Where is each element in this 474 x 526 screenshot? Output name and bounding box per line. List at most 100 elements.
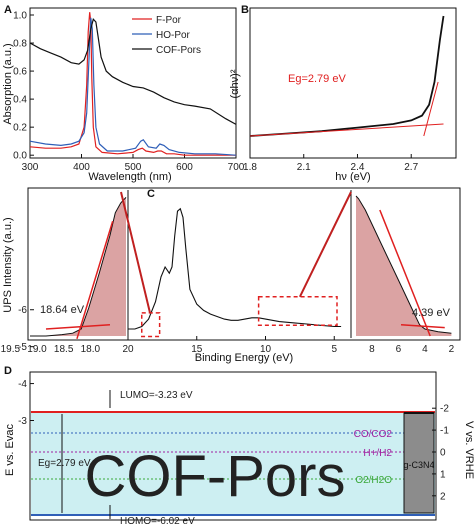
xtick-label: 300 [22,162,39,173]
panel-b-xlabel: hν (eV) [335,171,370,183]
right-tick-label: 2 [440,491,446,502]
xtick-label: 10 [260,344,272,355]
g-c3n4-label: g-C3N4 [403,460,434,470]
right-inset-fill [356,196,452,336]
left-tick-label: -6 [18,305,27,316]
right-inset-curve [355,195,452,334]
panel-c-left-inset [30,197,127,340]
xtick-label: 8 [369,344,375,355]
panel-c-xlabel: Binding Energy (eV) [195,352,293,364]
homo-label: HOMO=-6.02 eV [120,516,195,526]
xtick-label: 600 [176,162,193,173]
panel-d-ylabel-left: E vs. Evac [4,424,16,476]
xtick-label: 18.0 [81,344,101,355]
tauc-curve [249,15,445,137]
zoom-connector-right [298,191,352,298]
panel-c-left-annotation: 18.64 eV [40,304,85,316]
ytick-label: 0.6 [13,67,27,78]
left-inset-baseline [45,324,111,330]
right-inset-baseline [400,324,445,329]
panel-a-letter: A [4,4,12,16]
panel-c-right-inset [355,195,452,337]
panel-c-xticks: 19.5 19.0 18.5 18.0 20 15 10 5 8 6 4 2 [1,336,455,355]
panel-b-eg-annotation: Eg=2.79 eV [288,73,346,85]
xtick-label: 500 [125,162,142,173]
left-inset-curve [30,197,127,337]
g-c3n4-bar [403,412,435,514]
left-inset-fill [30,197,126,336]
left-tick-label: -3 [18,416,27,427]
ytick-label: 1.0 [13,11,27,22]
panel-b-series [249,15,445,137]
panel-d-letter: D [4,365,12,377]
tauc-fit-line [423,81,439,137]
xtick-label: 15 [191,344,203,355]
panel-b: B 1.8 2.1 2.4 2.7 hν (eV) (αhν)² Eg=2.79 eV [229,4,457,183]
xtick-label: 2 [449,344,455,355]
panel-c-right-annotation: 4.39 eV [412,307,451,319]
ups-spectrum-line [128,207,342,330]
material-label: COF-Pors [85,444,346,509]
xtick-label: 4 [422,344,428,355]
panel-b-frame [249,7,457,159]
xtick-label: 700 [228,162,245,173]
right-tick-label: 0 [440,448,446,459]
xtick-label: 19.0 [27,344,47,355]
xtick-label: 2.4 [351,162,365,173]
right-tick-label: -2 [440,404,449,415]
panel-c-frame [27,187,461,341]
ytick-label: 0.2 [13,123,27,134]
panel-b-ylabel: (αhν)² [229,69,241,98]
right-tick-label: -1 [440,426,449,437]
ytick-label: 0.4 [13,95,27,106]
left-tick-label: -4 [18,379,27,390]
panel-a: A 0.0 0.2 0.4 0.6 0.8 1.0 300 400 500 600 700 Wav… [2,4,245,183]
panel-a-series [29,12,237,156]
panel-c-letter: C [147,188,155,200]
eg-label: Eg=2.79 eV [38,458,91,469]
band-gap-region [31,412,435,515]
level-label-co-co2: CO/CO2 [354,429,393,440]
panel-d-ticks: -3 -4 -5 -6 -2 -1 0 1 2 [18,305,449,502]
tauc-fit-line [249,123,444,137]
right-inset-fit [379,209,431,337]
xtick-label: 2.7 [404,162,418,173]
panel-b-letter: B [241,4,249,16]
level-label-o2-h2o: O2/H2O [355,475,392,486]
panel-a-xticks: 300 400 500 600 700 [22,154,245,173]
series-line-ho-por [29,17,237,156]
zoom-box-right [257,296,338,327]
right-tick-label: 1 [440,469,446,480]
legend-label-cof-pors: COF-Pors [156,45,201,56]
xtick-label: 5 [331,344,337,355]
left-tick-label: -5 [18,342,27,353]
xtick-label: 1.8 [243,162,257,173]
lumo-label: LUMO=-3.23 eV [120,390,193,401]
panel-a-yticks: 0.0 0.2 0.4 0.6 0.8 1.0 [13,11,34,162]
left-inset-fit [76,220,114,340]
panel-c-main-spectrum [120,190,352,338]
panel-a-frame [29,7,237,159]
legend-label-ho-por: HO-Por [156,30,191,41]
panel-c: C UPS Intensity (a.u.) Binding Energy (e… [1,187,461,364]
panel-c-ylabel: UPS Intensity (a.u.) [2,217,14,312]
panel-a-legend: F-Por HO-Por COF-Pors [132,15,201,56]
xtick-label: 19.5 [1,344,21,355]
ytick-label: 0.0 [13,151,27,162]
xtick-label: 18.5 [54,344,74,355]
level-label-h-h2: H+/H2 [363,448,392,459]
panel-b-xticks: 1.8 2.1 2.4 2.7 [243,154,419,173]
xtick-label: 20 [122,344,134,355]
xtick-label: 400 [73,162,90,173]
panel-a-ylabel: Absorption (a.u.) [2,43,14,124]
panel-d: D g-C3N4 COF-Pors CO/CO2 H+/H2 O2/H2O LU… [4,305,474,526]
panel-d-ylabel-right: V vs. VRHE [463,421,474,479]
xtick-label: 6 [396,344,402,355]
legend-label-f-por: F-Por [156,15,182,26]
zoom-connector-left [120,191,151,314]
series-line-cof-pors [29,17,237,125]
zoom-box-left [141,312,161,338]
ytick-label: 0.8 [13,39,27,50]
panel-a-xlabel: Wavelength (nm) [88,171,171,183]
